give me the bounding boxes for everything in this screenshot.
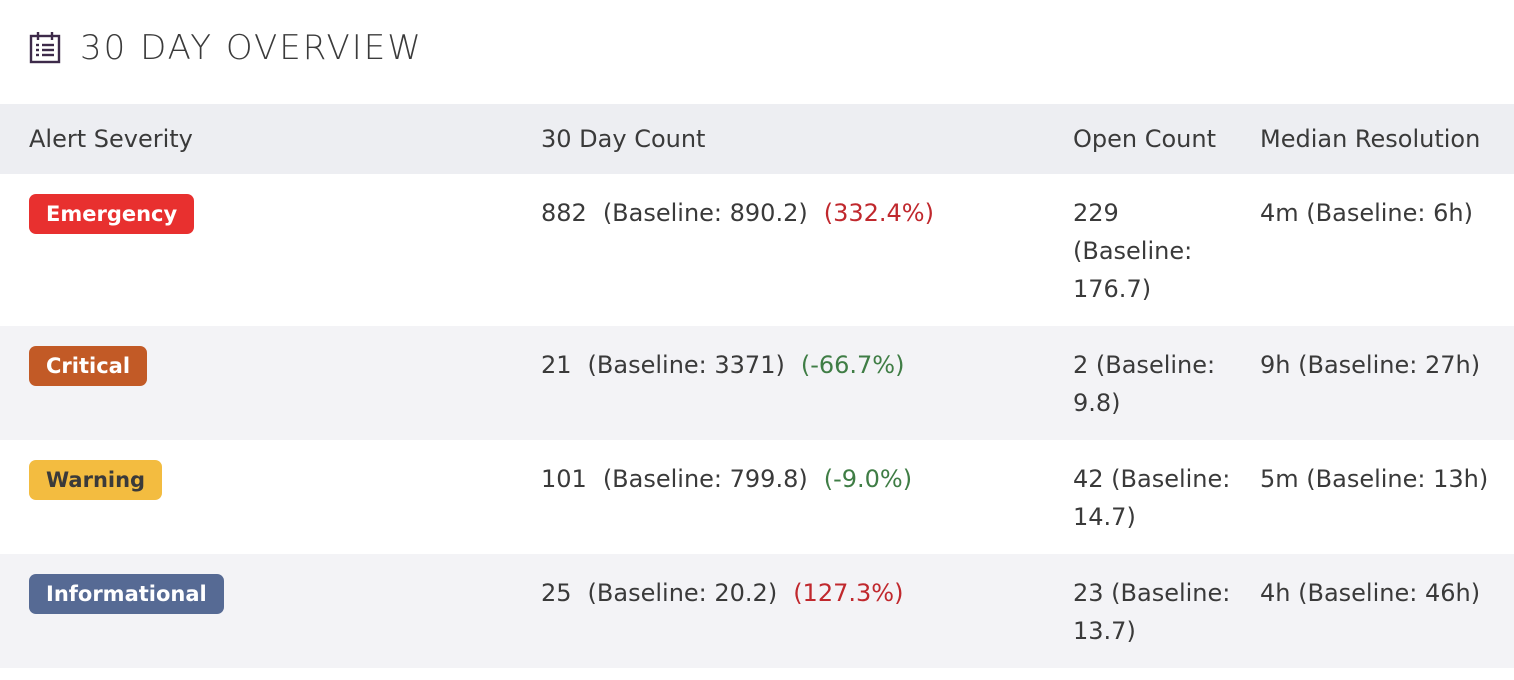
severity-badge-emergency: Emergency <box>29 194 195 234</box>
severity-cell: Critical <box>0 326 512 440</box>
count-baseline: (Baseline: 799.8) <box>602 465 808 493</box>
table-row: Warning 101 (Baseline: 799.8) (-9.0%) 42 (… <box>0 440 1514 554</box>
table-row: Emergency 882 (Baseline: 890.2) (332.4%) 2… <box>0 174 1514 326</box>
column-header-alert-severity[interactable]: Alert Severity <box>29 125 193 153</box>
count-cell: 882 (Baseline: 890.2) (332.4%) <box>512 174 1044 326</box>
count-change: (127.3%) <box>793 579 904 607</box>
count-value: 25 <box>541 579 572 607</box>
open-count-cell: 42 (Baseline: 14.7) <box>1044 440 1231 554</box>
count-baseline: (Baseline: 890.2) <box>602 199 808 227</box>
count-value: 21 <box>541 351 572 379</box>
count-baseline: (Baseline: 3371) <box>587 351 785 379</box>
open-count-value: 23 (Baseline: 13.7) <box>1073 579 1231 645</box>
severity-badge-critical: Critical <box>29 346 148 386</box>
open-count-value: 229 (Baseline: 176.7) <box>1073 199 1193 303</box>
table-header-row: Alert Severity 30 Day Count Open Count M… <box>0 104 1514 174</box>
open-count-cell: 229 (Baseline: 176.7) <box>1044 174 1231 326</box>
calendar-icon <box>28 31 62 65</box>
severity-cell: Warning <box>0 440 512 554</box>
column-header-open-count[interactable]: Open Count <box>1073 125 1217 153</box>
column-header-median-resolution[interactable]: Median Resolution <box>1260 125 1481 153</box>
count-cell: 25 (Baseline: 20.2) (127.3%) <box>512 554 1044 668</box>
column-header-30-day-count[interactable]: 30 Day Count <box>541 125 706 153</box>
open-count-cell: 23 (Baseline: 13.7) <box>1044 554 1231 668</box>
open-count-value: 2 (Baseline: 9.8) <box>1073 351 1216 417</box>
table-row: Critical 21 (Baseline: 3371) (-66.7%) 2 (B… <box>0 326 1514 440</box>
overview-table: Alert Severity 30 Day Count Open Count M… <box>0 104 1514 668</box>
overview-header: 30 DAY OVERVIEW <box>0 0 1514 104</box>
count-value: 101 <box>541 465 587 493</box>
page-title: 30 DAY OVERVIEW <box>80 28 423 68</box>
severity-cell: Emergency <box>0 174 512 326</box>
count-cell: 21 (Baseline: 3371) (-66.7%) <box>512 326 1044 440</box>
count-change: (-9.0%) <box>823 465 913 493</box>
count-change: (332.4%) <box>823 199 934 227</box>
median-resolution-cell: 4m (Baseline: 6h) <box>1260 199 1473 227</box>
severity-badge-informational: Informational <box>29 574 224 614</box>
open-count-value: 42 (Baseline: 14.7) <box>1073 465 1231 531</box>
count-value: 882 <box>541 199 587 227</box>
count-cell: 101 (Baseline: 799.8) (-9.0%) <box>512 440 1044 554</box>
open-count-cell: 2 (Baseline: 9.8) <box>1044 326 1231 440</box>
count-change: (-66.7%) <box>800 351 905 379</box>
severity-cell: Informational <box>0 554 512 668</box>
median-resolution-cell: 9h (Baseline: 27h) <box>1260 351 1481 379</box>
count-baseline: (Baseline: 20.2) <box>587 579 778 607</box>
table-row: Informational 25 (Baseline: 20.2) (127.3%)… <box>0 554 1514 668</box>
severity-badge-warning: Warning <box>29 460 163 500</box>
median-resolution-cell: 4h (Baseline: 46h) <box>1260 579 1481 607</box>
median-resolution-cell: 5m (Baseline: 13h) <box>1260 465 1489 493</box>
